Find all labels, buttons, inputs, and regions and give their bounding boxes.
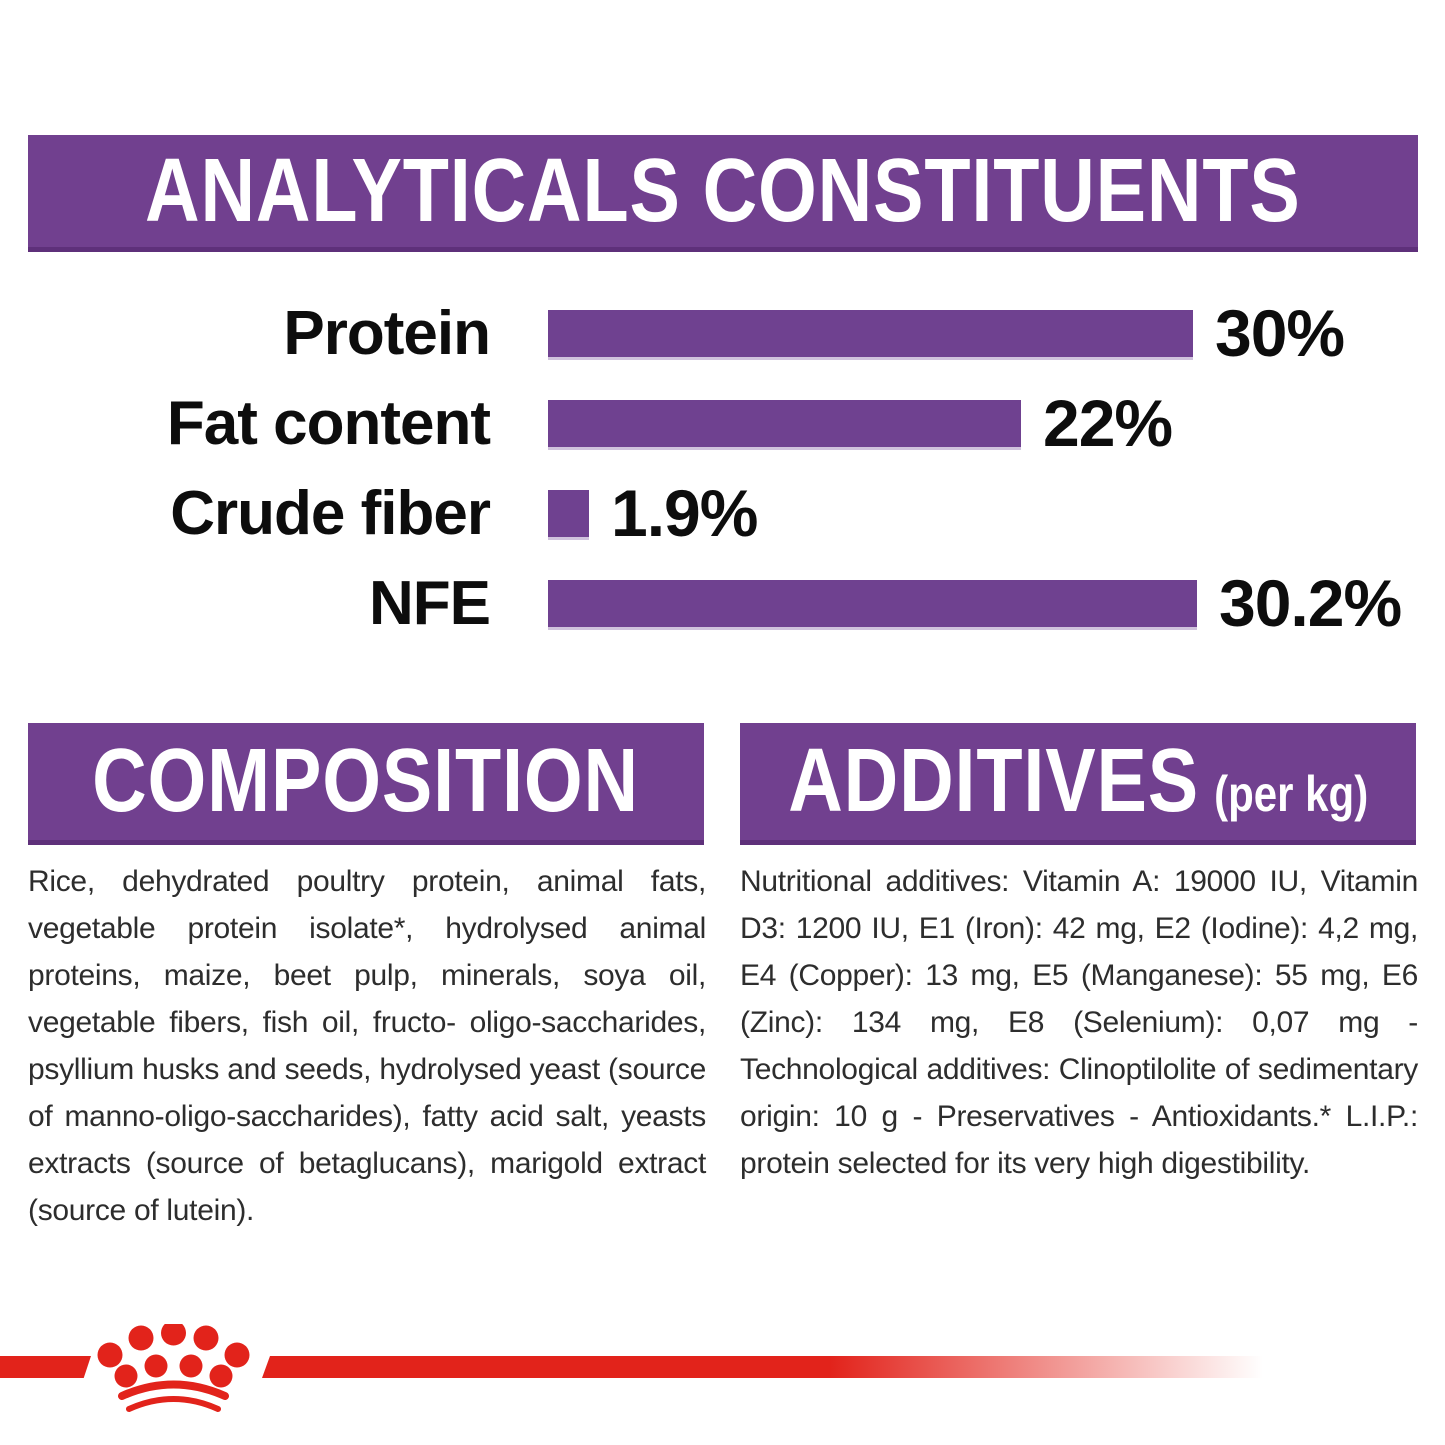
chart-bar-area: 30.2% bbox=[548, 565, 1402, 641]
additives-unit-label: (per kg) bbox=[1213, 766, 1368, 822]
brand-divider-line-right bbox=[262, 1356, 1294, 1378]
analyticals-banner: ANALYTICALS CONSTITUENTS bbox=[28, 135, 1418, 252]
chart-row: Crude fiber 1.9% bbox=[0, 468, 1445, 558]
chart-row: Protein 30% bbox=[0, 288, 1445, 378]
chart-bar-area: 1.9% bbox=[548, 475, 758, 551]
additives-title: ADDITIVES bbox=[788, 731, 1199, 831]
composition-banner: COMPOSITION bbox=[28, 723, 704, 845]
chart-category-label: Crude fiber bbox=[170, 478, 491, 548]
analytical-chart: Protein 30% Fat content 22% Crude fiber 1.9% N… bbox=[0, 288, 1445, 648]
chart-category-label: Fat content bbox=[166, 388, 491, 458]
chart-bar bbox=[548, 579, 1197, 627]
chart-bar bbox=[548, 399, 1021, 447]
chart-value-label: 30.2% bbox=[1219, 566, 1402, 640]
additives-banner: ADDITIVES (per kg) bbox=[740, 723, 1416, 845]
chart-bar bbox=[548, 309, 1193, 357]
chart-row: NFE 30.2% bbox=[0, 558, 1445, 648]
chart-category-label: NFE bbox=[369, 568, 491, 638]
royal-canin-crown-icon bbox=[97, 1324, 250, 1412]
additives-text: Nutritional additives: Vitamin A: 19000 … bbox=[740, 865, 1418, 1180]
chart-value-label: 30% bbox=[1215, 296, 1345, 370]
chart-bar-area: 22% bbox=[548, 385, 1173, 461]
chart-bar bbox=[548, 489, 589, 537]
analyticals-title: ANALYTICALS CONSTITUENTS bbox=[145, 140, 1301, 241]
chart-row: Fat content 22% bbox=[0, 378, 1445, 468]
composition-text: Rice, dehydrated poultry protein, animal… bbox=[28, 865, 706, 1227]
additives-title-group: ADDITIVES (per kg) bbox=[788, 730, 1368, 833]
chart-category-label: Protein bbox=[283, 298, 491, 368]
chart-value-label: 1.9% bbox=[611, 476, 758, 550]
chart-value-label: 22% bbox=[1043, 386, 1173, 460]
chart-bar-area: 30% bbox=[548, 295, 1345, 371]
brand-divider-line-left bbox=[0, 1356, 91, 1378]
composition-title: COMPOSITION bbox=[92, 731, 640, 831]
